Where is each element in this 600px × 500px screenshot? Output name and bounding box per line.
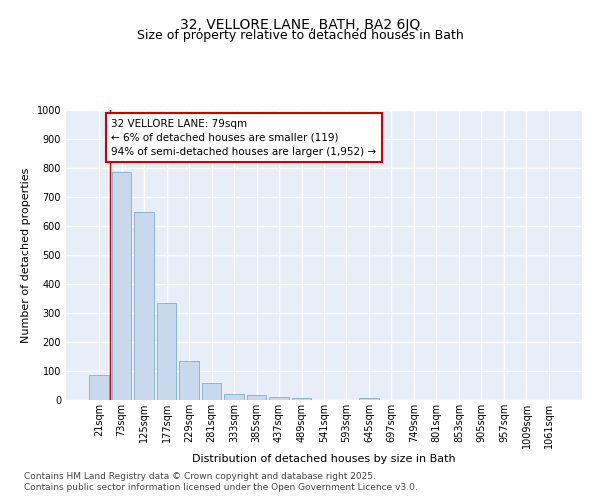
Bar xyxy=(134,212,154,400)
Bar xyxy=(179,361,199,400)
Bar xyxy=(359,398,379,400)
Bar xyxy=(269,397,289,400)
Text: Contains HM Land Registry data © Crown copyright and database right 2025.: Contains HM Land Registry data © Crown c… xyxy=(24,472,376,481)
Bar xyxy=(224,394,244,400)
Bar xyxy=(247,395,266,400)
Text: Size of property relative to detached houses in Bath: Size of property relative to detached ho… xyxy=(137,29,463,42)
Text: Contains public sector information licensed under the Open Government Licence v3: Contains public sector information licen… xyxy=(24,484,418,492)
Bar xyxy=(157,303,176,400)
Y-axis label: Number of detached properties: Number of detached properties xyxy=(21,168,31,342)
Text: 32 VELLORE LANE: 79sqm
← 6% of detached houses are smaller (119)
94% of semi-det: 32 VELLORE LANE: 79sqm ← 6% of detached … xyxy=(112,118,377,156)
Text: 32, VELLORE LANE, BATH, BA2 6JQ: 32, VELLORE LANE, BATH, BA2 6JQ xyxy=(180,18,420,32)
Bar xyxy=(112,172,131,400)
Bar xyxy=(292,398,311,400)
Bar xyxy=(89,376,109,400)
Bar xyxy=(202,382,221,400)
X-axis label: Distribution of detached houses by size in Bath: Distribution of detached houses by size … xyxy=(192,454,456,464)
